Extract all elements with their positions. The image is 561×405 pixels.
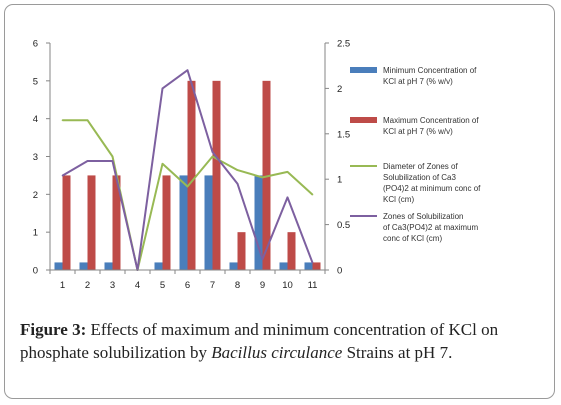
caption-text-after: Strains at pH 7. <box>342 343 453 362</box>
bar-s2-10 <box>287 232 296 270</box>
point-l1-7 <box>211 155 214 158</box>
bar-s2-2 <box>87 175 96 270</box>
point-l2-6 <box>186 69 189 72</box>
point-l2-10 <box>286 196 289 199</box>
point-l1-2 <box>86 119 89 121</box>
x-tick-label: 2 <box>85 280 90 291</box>
x-tick-label: 8 <box>235 280 240 291</box>
point-l1-9 <box>261 176 264 179</box>
x-tick-label: 1 <box>60 280 65 291</box>
bar-s1-11 <box>304 262 313 270</box>
legend-label: Zones of Solubilization of Ca3(PO4)2 at m… <box>383 212 478 243</box>
x-tick-label: 11 <box>308 280 318 291</box>
point-l2-8 <box>236 182 239 185</box>
legend-item-3: Diameter of Zones of Solubilization of Ca… <box>350 162 481 204</box>
legend-swatch <box>350 117 377 123</box>
left-tick-label: 3 <box>33 152 38 163</box>
x-tick-label: 10 <box>282 280 293 291</box>
point-l2-11 <box>311 261 314 264</box>
right-tick-label: 1.5 <box>337 129 350 140</box>
bar-s1-8 <box>229 262 238 270</box>
caption-species: Bacillus circulance <box>211 343 343 362</box>
point-l1-3 <box>111 155 114 158</box>
bar-s2-1 <box>62 175 71 270</box>
bar-s1-7 <box>204 175 213 270</box>
left-tick-label: 2 <box>33 190 38 201</box>
figure-caption: Figure 3: Effects of maximum and minimum… <box>20 318 545 364</box>
point-l1-8 <box>236 169 239 171</box>
left-tick-label: 0 <box>33 266 38 277</box>
point-l1-5 <box>161 162 164 165</box>
bar-s2-8 <box>237 232 246 270</box>
bar-s1-2 <box>79 262 88 270</box>
right-tick-label: 2.5 <box>337 39 350 50</box>
x-tick-label: 3 <box>110 280 115 291</box>
caption-text-before: Effects of maximum and minimum concentra… <box>20 320 499 362</box>
right-tick-label: 0.5 <box>337 220 350 231</box>
legend-label: Minimum Concentration of KCl at pH 7 (% w… <box>383 66 477 86</box>
bar-s2-9 <box>262 80 271 270</box>
point-l2-7 <box>211 151 214 153</box>
caption-label: Figure 3: <box>20 320 87 339</box>
bar-s1-9 <box>254 175 263 270</box>
right-tick-label: 0 <box>337 266 342 277</box>
right-tick-label: 1 <box>337 175 342 186</box>
legend-item-4: Zones of Solubilization of Ca3(PO4)2 at m… <box>350 212 478 243</box>
figure-frame <box>4 4 555 399</box>
point-l2-3 <box>111 160 114 162</box>
point-l1-11 <box>311 193 314 196</box>
left-tick-label: 1 <box>33 228 38 239</box>
point-l2-2 <box>86 160 89 162</box>
point-l2-5 <box>161 87 164 90</box>
point-l2-9 <box>261 258 264 260</box>
bar-s1-10 <box>279 262 288 270</box>
bar-s1-6 <box>179 175 188 270</box>
point-l2-1 <box>61 174 64 177</box>
left-tick-label: 4 <box>33 114 38 125</box>
legend-swatch <box>350 67 377 73</box>
left-tick-label: 5 <box>33 76 38 87</box>
bar-s1-5 <box>154 262 163 270</box>
left-tick-label: 6 <box>33 39 38 50</box>
bar-s2-7 <box>212 80 221 270</box>
x-tick-label: 7 <box>210 280 215 291</box>
bar-s1-1 <box>54 262 63 270</box>
point-l1-10 <box>286 171 289 173</box>
point-l1-1 <box>61 119 64 121</box>
legend-label: Maximum Concentration of KCl at pH 7 (% w… <box>383 116 479 136</box>
point-l1-6 <box>186 185 189 188</box>
right-tick-label: 2 <box>337 84 342 95</box>
x-tick-label: 9 <box>260 280 265 291</box>
bar-s2-3 <box>112 175 121 270</box>
x-tick-label: 4 <box>135 280 140 291</box>
x-tick-label: 5 <box>160 280 165 291</box>
x-tick-label: 6 <box>185 280 190 291</box>
legend-item-2: Maximum Concentration of KCl at pH 7 (% w… <box>350 116 479 136</box>
bar-s2-5 <box>162 175 171 270</box>
legend-item-1: Minimum Concentration of KCl at pH 7 (% w… <box>350 66 477 86</box>
combo-chart: 0 1 2 3 4 5 6 0 0.5 1 1.5 2 2.5 1 2 3 4 5 6 7 8 9 10 11 Minimum… <box>33 39 481 292</box>
legend-label: Diameter of Zones of Solubilization of Ca… <box>383 162 481 204</box>
bar-s2-6 <box>187 80 196 270</box>
bar-s2-11 <box>312 262 321 270</box>
bar-s1-3 <box>104 262 113 270</box>
